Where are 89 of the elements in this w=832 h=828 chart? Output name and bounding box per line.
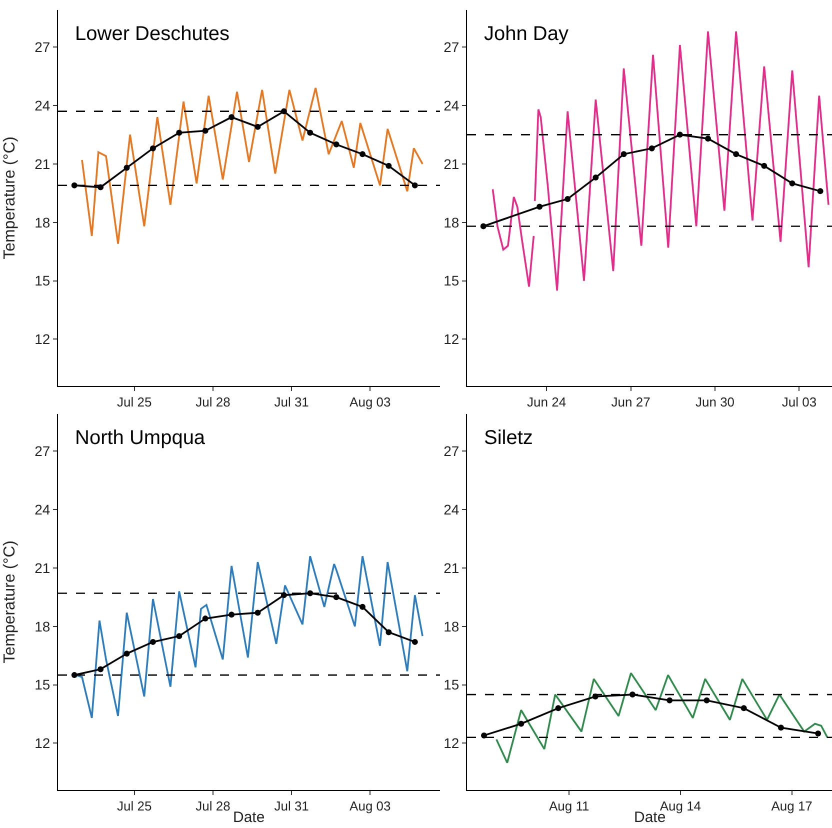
point: [733, 151, 740, 158]
point: [481, 732, 488, 738]
y-tick-label: 21: [444, 560, 460, 576]
y-tick-label: 21: [34, 560, 50, 576]
point: [254, 124, 261, 130]
y-tick-label: 18: [34, 214, 50, 230]
point: [307, 130, 314, 136]
y-tick-label: 18: [444, 618, 460, 634]
point: [280, 592, 287, 598]
point: [333, 141, 340, 148]
point: [592, 174, 599, 181]
point: [150, 638, 156, 645]
point: [704, 697, 710, 704]
y-tick-label: 21: [444, 156, 460, 172]
y-tick-label: 15: [34, 676, 50, 693]
text: Siletz: [484, 427, 533, 449]
point: [150, 145, 156, 152]
y-tick-label: 24: [34, 97, 50, 114]
point: [761, 162, 768, 169]
point: [648, 145, 655, 152]
y-tick-label: 15: [444, 676, 460, 693]
text: John Day: [484, 23, 568, 45]
y-tick-label: 24: [444, 97, 460, 114]
point: [412, 638, 418, 645]
point: [360, 151, 366, 158]
y-axis-title: Temperature (°C): [2, 136, 19, 260]
point: [124, 164, 130, 171]
point: [536, 204, 543, 210]
x-tick-label: Jul 25: [117, 394, 152, 410]
point: [71, 182, 78, 188]
y-tick-label: 21: [34, 156, 50, 172]
point: [620, 151, 627, 158]
point: [555, 705, 562, 712]
x-axis-title: Date: [233, 809, 265, 826]
point: [412, 182, 418, 188]
point: [202, 616, 208, 622]
y-tick-label: 15: [444, 272, 460, 289]
point: [666, 697, 673, 704]
y-tick-label: 18: [444, 214, 460, 230]
x-tick-label: Jul 28: [196, 798, 230, 814]
point: [98, 666, 104, 672]
x-tick-label: Aug 03: [350, 394, 391, 410]
y-tick-label: 18: [34, 618, 50, 634]
point: [386, 629, 392, 636]
x-tick-label: Jul 31: [274, 798, 309, 814]
point: [228, 114, 235, 120]
point: [740, 705, 747, 712]
point: [360, 604, 366, 610]
x-tick-label: Jul 25: [117, 798, 152, 814]
x-tick-label: Jul 03: [782, 394, 817, 410]
y-tick-label: 15: [34, 272, 50, 289]
text: North Umpqua: [75, 427, 206, 449]
point: [176, 633, 182, 640]
y-tick-label: 27: [444, 38, 460, 55]
point: [518, 720, 524, 727]
y-tick-label: 27: [34, 38, 50, 55]
x-tick-label: Jun 24: [527, 394, 566, 410]
y-tick-label: 12: [34, 331, 50, 348]
y-tick-label: 12: [444, 331, 460, 348]
x-tick-label: Jun 27: [611, 394, 650, 410]
y-tick-label: 12: [34, 735, 50, 752]
y-tick-label: 24: [34, 501, 50, 518]
y-tick-label: 27: [34, 442, 50, 459]
point: [228, 612, 235, 618]
y-tick-label: 24: [444, 501, 460, 518]
x-tick-label: Jul 31: [274, 394, 309, 410]
point: [704, 136, 711, 142]
text: Lower Deschutes: [75, 23, 230, 45]
y-tick-label: 27: [444, 442, 460, 459]
point: [386, 162, 392, 169]
x-tick-label: Aug 03: [350, 798, 391, 814]
point: [676, 132, 683, 138]
point: [789, 180, 796, 186]
point: [778, 724, 784, 731]
x-tick-label: Jun 30: [695, 394, 735, 410]
point: [124, 650, 130, 657]
point: [254, 610, 261, 616]
y-axis-title: Temperature (°C): [2, 540, 19, 664]
point: [176, 130, 182, 136]
x-tick-label: Aug 17: [771, 798, 812, 814]
point: [815, 730, 822, 736]
point: [817, 188, 824, 194]
point: [202, 128, 208, 134]
point: [71, 672, 78, 678]
x-tick-label: Aug 11: [548, 798, 590, 814]
y-tick-label: 12: [444, 735, 460, 752]
point: [564, 196, 571, 202]
point: [333, 594, 340, 600]
x-tick-label: Jul 28: [196, 394, 230, 410]
